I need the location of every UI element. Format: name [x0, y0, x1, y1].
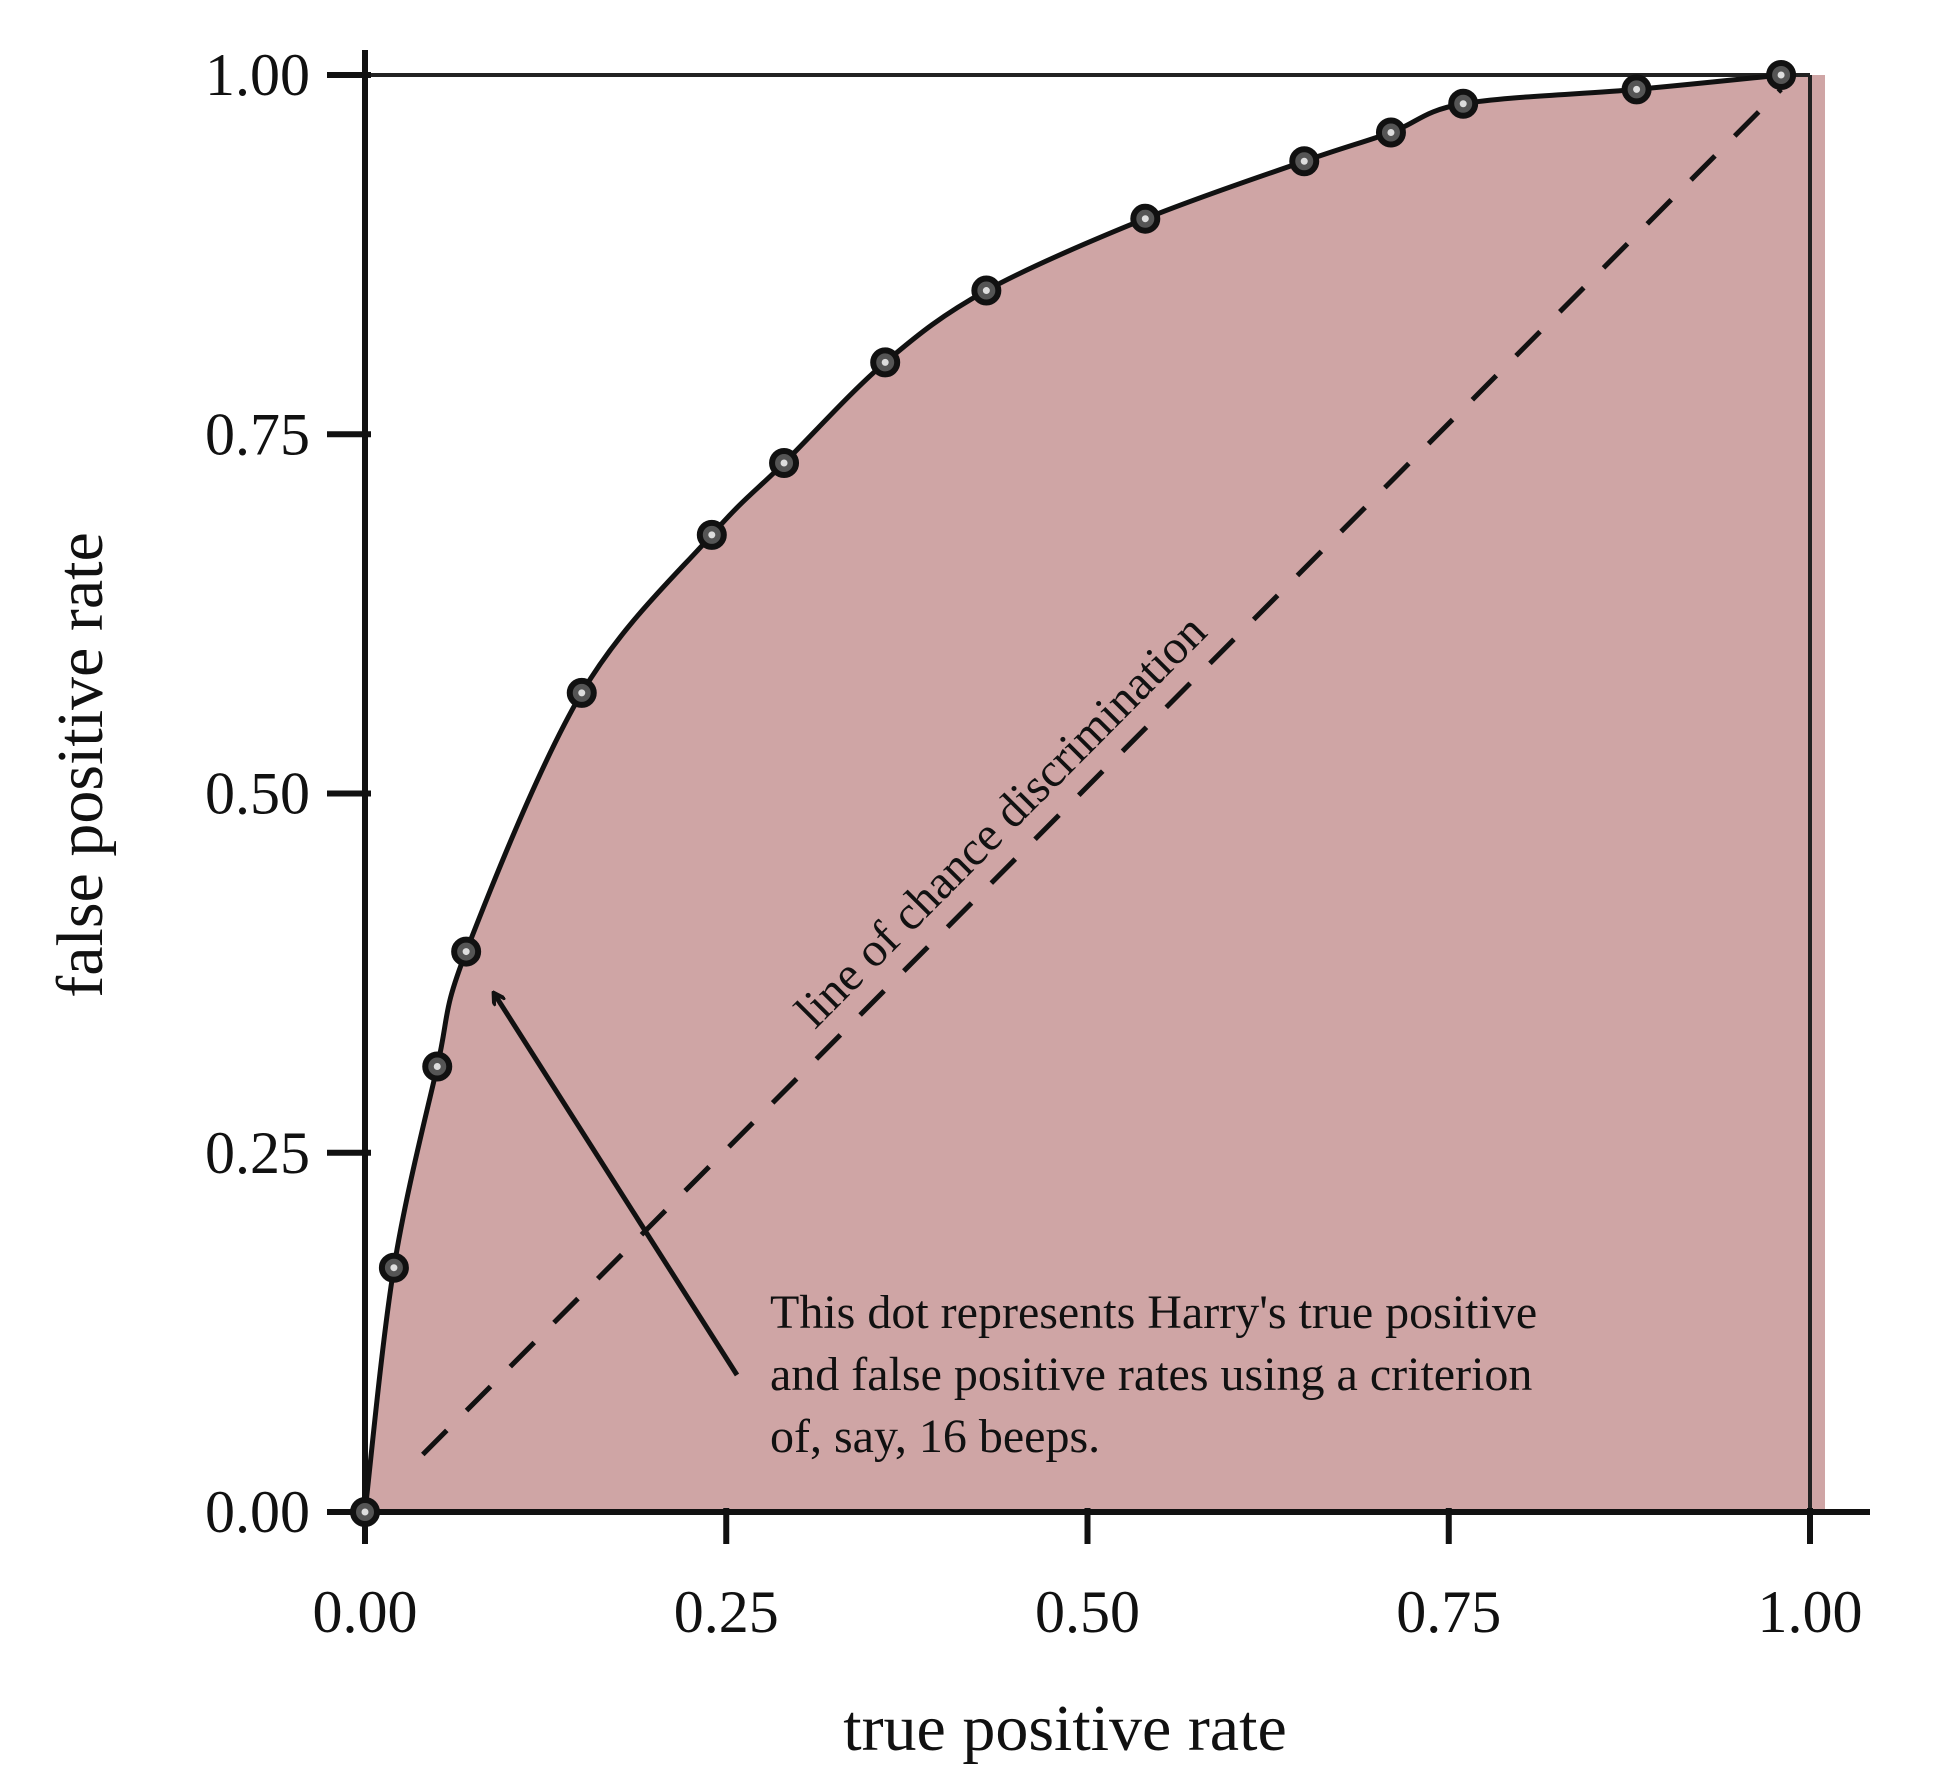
y-tick-label: 0.00 — [205, 1479, 310, 1545]
annotation-line-3: of, say, 16 beeps. — [770, 1410, 1100, 1463]
y-tick-label: 1.00 — [205, 42, 310, 108]
annotation-line-2: and false positive rates using a criteri… — [770, 1348, 1532, 1401]
roc-area-fill — [365, 75, 1825, 1512]
roc-point-center — [1387, 128, 1395, 136]
y-tick-label: 0.50 — [205, 761, 310, 827]
roc-point-center — [462, 948, 470, 956]
y-tick-label: 0.25 — [205, 1120, 310, 1186]
roc-point-center — [881, 358, 889, 366]
roc-point-center — [361, 1508, 369, 1516]
x-tick-label: 0.25 — [674, 1579, 779, 1645]
roc-point-center — [1300, 157, 1308, 165]
y-tick-label: 0.75 — [205, 401, 310, 467]
roc-point-center — [1459, 100, 1467, 108]
y-axis-ticks: 0.00 0.25 0.50 0.75 1.00 — [205, 42, 371, 1545]
annotation-arrow — [494, 994, 740, 1377]
roc-point-center — [982, 287, 990, 295]
roc-point-center — [578, 689, 586, 697]
x-tick-label: 1.00 — [1758, 1579, 1863, 1645]
x-tick-label: 0.75 — [1396, 1579, 1501, 1645]
annotation-line-1: This dot represents Harry's true positiv… — [770, 1286, 1537, 1339]
roc-point-center — [1777, 71, 1785, 79]
x-tick-label: 0.50 — [1035, 1579, 1140, 1645]
roc-points — [350, 60, 1797, 1527]
x-axis-title: true positive rate — [843, 1692, 1287, 1765]
roc-point-center — [780, 459, 788, 467]
roc-point-center — [433, 1063, 441, 1071]
x-tick-label: 0.00 — [313, 1579, 418, 1645]
roc-point-center — [1633, 85, 1641, 93]
x-axis-ticks: 0.00 0.25 0.50 0.75 1.00 — [313, 1508, 1863, 1645]
roc-point-center — [1141, 215, 1149, 223]
y-axis-title: false positive rate — [44, 532, 117, 997]
chance-line — [421, 87, 1783, 1457]
roc-point-center — [390, 1264, 398, 1272]
roc-point-center — [708, 531, 716, 539]
